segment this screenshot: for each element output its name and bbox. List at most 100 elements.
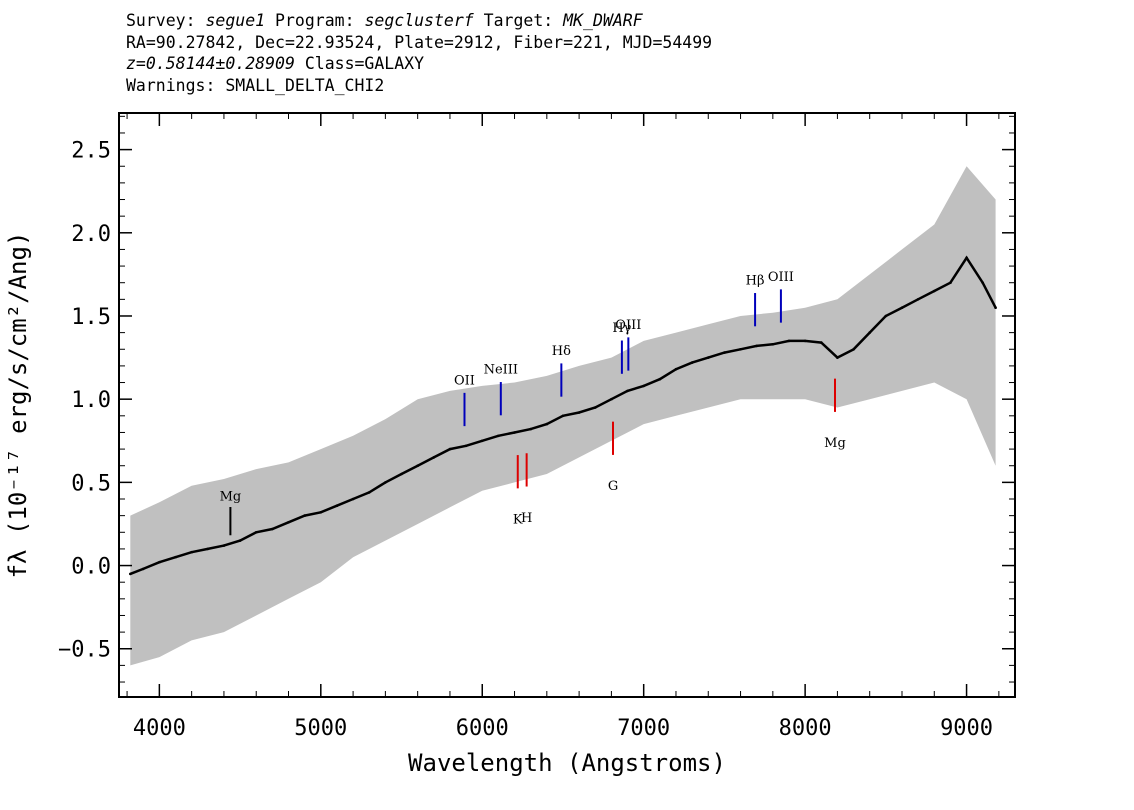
x-tick-label: 9000 <box>940 716 993 741</box>
header-line-1: Survey: segue1 Program: segclusterf Targ… <box>126 10 712 32</box>
flux-point <box>884 314 888 318</box>
flux-point <box>480 439 484 443</box>
flux-point <box>400 472 403 476</box>
y-axis-title: fλ (10⁻¹⁷ erg/s/cm²/Ang) <box>4 232 32 579</box>
flux-point <box>545 422 549 426</box>
flux-point <box>852 348 855 351</box>
flux-point <box>222 544 226 547</box>
flux-point <box>900 306 904 310</box>
flux-point <box>981 281 984 285</box>
class-value: Class=GALAXY <box>304 54 425 73</box>
flux-point <box>287 521 290 524</box>
y-tick-label: −0.5 <box>58 638 111 663</box>
flux-point <box>190 550 193 554</box>
line-label: Hβ <box>746 274 765 289</box>
flux-point <box>994 306 997 310</box>
line-label: K <box>513 513 523 528</box>
y-tick-label: 2.0 <box>71 222 111 247</box>
survey-label: Survey: <box>126 11 196 30</box>
header-line-3: z=0.58144±0.28909 Class=GALAXY <box>126 53 712 75</box>
flux-point <box>561 414 565 418</box>
flux-point <box>513 431 516 434</box>
line-label: NeIII <box>484 363 518 378</box>
line-label: Hγ <box>612 321 631 336</box>
y-tick-label: 0.5 <box>71 471 111 496</box>
flux-point <box>739 348 742 351</box>
survey-value: segue1 <box>205 11 266 30</box>
flux-point <box>448 447 452 451</box>
line-label: Mg <box>220 489 242 504</box>
flux-point <box>335 504 339 508</box>
flux-point <box>367 491 371 494</box>
y-tick-label: 1.5 <box>71 305 111 330</box>
flux-point <box>836 356 839 359</box>
flux-point <box>965 256 968 260</box>
axis-ticks: 4000 5000 6000 7000 8000 9000 −0.5 0.0 0.5 1.0 1.5… <box>58 113 1015 741</box>
line-label: OIII <box>615 318 641 333</box>
line-label: OII <box>454 374 475 389</box>
flux-point <box>129 572 132 576</box>
flux-layer <box>129 255 997 576</box>
x-tick-label: 6000 <box>456 716 509 741</box>
flux-point <box>755 344 758 348</box>
flux-point <box>594 406 597 409</box>
flux-point <box>319 511 323 514</box>
flux-point <box>206 547 210 551</box>
target-label: Target: <box>483 11 554 30</box>
flux-point <box>658 377 662 381</box>
flux-point <box>803 339 807 343</box>
line-label: Hδ <box>552 344 571 359</box>
flux-point <box>238 539 242 542</box>
flux-point <box>707 356 710 359</box>
flux-point <box>626 389 629 393</box>
y-tick-label: 0.0 <box>71 555 111 580</box>
flux-point <box>820 341 823 344</box>
flux-point <box>690 361 694 364</box>
x-axis-title: Wavelength (Angstroms) <box>408 749 726 777</box>
flux-point <box>497 434 500 438</box>
x-tick-label: 7000 <box>617 716 670 741</box>
target-value: MK_DWARF <box>563 11 643 30</box>
flux-point <box>642 384 645 388</box>
plot-frame <box>118 112 1016 698</box>
spectrum-header: Survey: segue1 Program: segclusterf Targ… <box>126 10 712 96</box>
flux-point <box>432 456 436 459</box>
warnings-line: Warnings: SMALL_DELTA_CHI2 <box>126 75 385 95</box>
flux-point <box>577 411 581 414</box>
line-label: OIII <box>768 270 794 285</box>
flux-point <box>787 339 791 343</box>
flux-point <box>141 567 145 571</box>
flux-point <box>351 497 355 501</box>
flux-point <box>771 343 775 346</box>
y-tick-label: 2.5 <box>71 139 111 164</box>
header-line-2: RA=90.27842, Dec=22.93524, Plate=2912, F… <box>126 32 713 52</box>
flux-point <box>416 464 420 468</box>
flux-point <box>158 560 161 564</box>
flux-point <box>271 527 274 531</box>
flux-point <box>674 367 678 371</box>
flux-point <box>933 289 936 293</box>
program-value: segclusterf <box>364 11 474 30</box>
flux-point <box>464 444 468 448</box>
line-label: G <box>608 479 618 494</box>
x-tick-label: 8000 <box>779 716 832 741</box>
y-tick-label: 1.0 <box>71 388 111 413</box>
flux-point <box>174 555 177 559</box>
flux-point <box>303 514 307 517</box>
flux-point <box>384 481 387 484</box>
flux-point <box>949 281 952 285</box>
flux-point <box>254 531 258 534</box>
flux-point <box>610 397 613 401</box>
flux-point <box>723 351 726 354</box>
line-label: H <box>521 511 532 526</box>
program-label: Program: <box>275 11 355 30</box>
flux-point <box>868 331 871 334</box>
line-label: Mg <box>824 436 846 451</box>
x-tick-label: 5000 <box>294 716 347 741</box>
redshift-value: z=0.58144±0.28909 <box>126 54 295 73</box>
flux-point <box>529 427 532 431</box>
flux-point <box>916 298 920 301</box>
x-tick-label: 4000 <box>133 716 186 741</box>
